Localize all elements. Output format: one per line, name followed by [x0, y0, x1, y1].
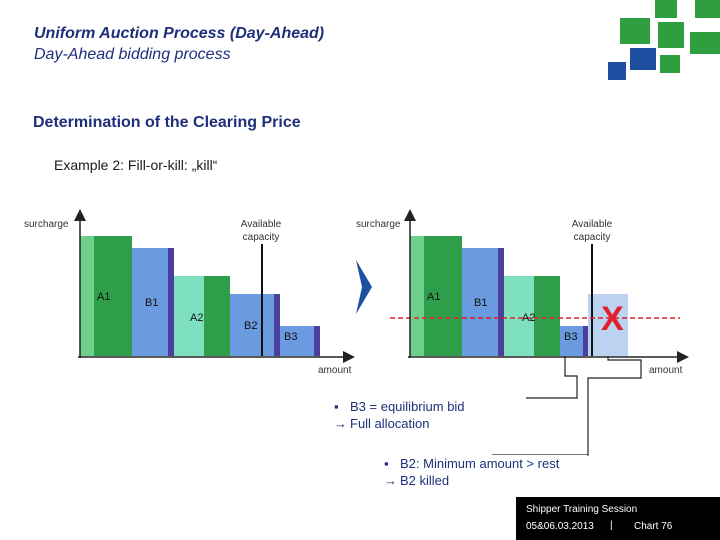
example-title: Example 2: Fill-or-kill: „kill“: [54, 157, 218, 173]
footer-separator: |: [610, 520, 613, 531]
right-x-axis-label: amount: [649, 365, 683, 376]
note2-box: [377, 455, 587, 491]
left-block-a1-shape: [80, 236, 132, 356]
right-block-a1-shape: [410, 236, 462, 356]
callout-connector-1: [526, 356, 578, 399]
right-capacity-label: Available capacity: [571, 219, 613, 243]
footer-chart-number: Chart 76: [634, 521, 673, 532]
note1: ▪ B3 = equilibrium bid → Full allocation: [334, 399, 465, 431]
right-block-b3-shape: [560, 326, 588, 356]
right-block-b3-label: B3: [564, 331, 578, 343]
left-block-a1-label: A1: [97, 291, 111, 303]
callout-connector-2: [492, 356, 642, 456]
page-title: Uniform Auction Process (Day-Ahead): [34, 25, 325, 42]
killed-x-icon: X: [601, 300, 624, 338]
left-block-b3-shape: [280, 326, 320, 356]
left-y-axis-label: surcharge: [24, 219, 69, 230]
left-block-b2-shape: [230, 294, 280, 356]
page-subtitle: Day-Ahead bidding process: [34, 46, 231, 63]
right-block-a2-shape: [504, 276, 560, 356]
left-block-a2-shape: [174, 276, 230, 356]
left-block-b1-label: B1: [145, 297, 159, 309]
footer-session: Shipper Training Session: [526, 504, 638, 515]
footer-date: 05&06.03.2013: [526, 521, 594, 532]
left-capacity-label: Available capacity: [240, 219, 282, 243]
note2: ▪ B2: Minimum amount > rest → B2 killed: [384, 456, 560, 488]
company-logo: [608, 0, 720, 80]
left-block-a2-label: A2: [190, 312, 204, 324]
section-title: Determination of the Clearing Price: [33, 114, 301, 131]
right-block-b2-killed-shape: [588, 294, 628, 356]
transition-arrow-icon: [356, 260, 372, 314]
right-block-b1-label: B1: [474, 297, 488, 309]
right-y-axis-label: surcharge: [356, 219, 401, 230]
right-block-a2-label: A2: [522, 312, 536, 324]
left-block-b1-shape: [132, 248, 174, 356]
left-block-b2-label: B2: [244, 320, 258, 332]
right-block-b1-shape: [462, 248, 504, 356]
footer: Shipper Training Session 05&06.03.2013 |…: [516, 497, 720, 540]
left-x-axis-label: amount: [318, 365, 352, 376]
right-block-a1-label: A1: [427, 291, 441, 303]
note1-box: [328, 398, 526, 434]
left-block-b3-label: B3: [284, 331, 298, 343]
